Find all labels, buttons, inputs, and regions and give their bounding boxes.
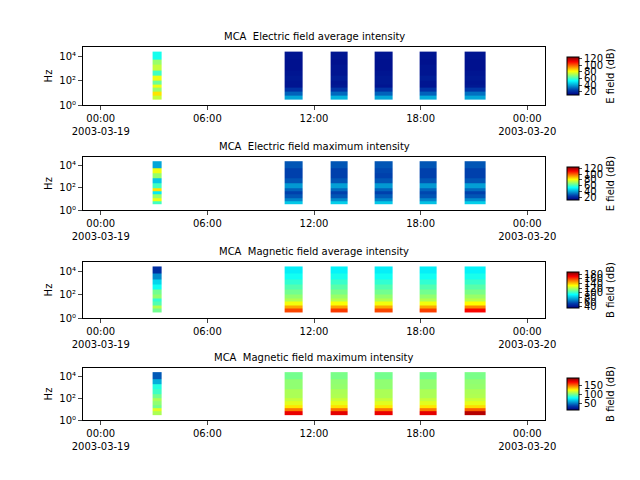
svg-text:00:002003-03-20: 00:002003-03-20 (498, 326, 556, 350)
svg-text:10²: 10² (59, 75, 76, 86)
svg-text:E field (dB): E field (dB) (605, 48, 616, 103)
svg-text:120: 120 (584, 53, 603, 64)
svg-text:18:00: 18:00 (406, 113, 435, 124)
svg-text:60: 60 (584, 180, 597, 191)
svg-text:160: 160 (584, 273, 603, 284)
svg-text:18:00: 18:00 (406, 326, 435, 337)
svg-text:80: 80 (584, 174, 597, 185)
svg-text:120: 120 (584, 283, 603, 294)
svg-text:12:00: 12:00 (300, 218, 329, 229)
svg-text:MCA Electric field maximum in: MCA Electric field maximum intensity (219, 141, 410, 152)
svg-text:Hz: Hz (43, 70, 54, 83)
svg-text:00:002003-03-20: 00:002003-03-20 (498, 218, 556, 242)
svg-text:120: 120 (584, 163, 603, 174)
svg-text:180: 180 (584, 269, 603, 280)
svg-text:12:00: 12:00 (300, 326, 329, 337)
svg-text:140: 140 (584, 278, 603, 289)
svg-text:00:002003-03-19: 00:002003-03-19 (72, 428, 130, 452)
svg-text:MCA Magnetic field average in: MCA Magnetic field average intensity (219, 246, 409, 257)
svg-text:80: 80 (584, 292, 597, 303)
svg-text:00:002003-03-20: 00:002003-03-20 (498, 113, 556, 137)
svg-text:10⁰: 10⁰ (59, 100, 76, 111)
svg-text:10⁰: 10⁰ (59, 313, 76, 324)
svg-text:06:00: 06:00 (193, 218, 222, 229)
svg-text:18:00: 18:00 (406, 218, 435, 229)
svg-text:10⁰: 10⁰ (59, 205, 76, 216)
svg-text:06:00: 06:00 (193, 113, 222, 124)
svg-text:10⁴: 10⁴ (59, 371, 76, 382)
svg-text:100: 100 (584, 60, 603, 71)
svg-text:10²: 10² (59, 289, 76, 300)
svg-text:00:002003-03-19: 00:002003-03-19 (72, 326, 130, 350)
svg-text:06:00: 06:00 (193, 326, 222, 337)
svg-text:100: 100 (584, 169, 603, 180)
svg-text:12:00: 12:00 (300, 428, 329, 439)
svg-text:B field (dB): B field (dB) (605, 262, 616, 318)
svg-text:60: 60 (584, 73, 597, 84)
svg-text:100: 100 (584, 389, 603, 400)
svg-text:Hz: Hz (43, 388, 54, 401)
svg-text:Hz: Hz (43, 177, 54, 190)
svg-text:10⁰: 10⁰ (59, 415, 76, 426)
svg-text:40: 40 (584, 301, 597, 312)
svg-text:100: 100 (584, 287, 603, 298)
svg-text:80: 80 (584, 66, 597, 77)
svg-text:10⁴: 10⁴ (59, 51, 76, 62)
svg-text:10²: 10² (59, 182, 76, 193)
svg-text:50: 50 (584, 398, 597, 409)
svg-text:MCA Magnetic field maximum in: MCA Magnetic field maximum intensity (214, 352, 414, 363)
svg-text:00:002003-03-19: 00:002003-03-19 (72, 218, 130, 242)
svg-text:10⁴: 10⁴ (59, 266, 76, 277)
svg-text:10⁴: 10⁴ (59, 160, 76, 171)
svg-text:Hz: Hz (43, 284, 54, 297)
svg-text:B field (dB): B field (dB) (605, 366, 616, 422)
svg-text:00:002003-03-20: 00:002003-03-20 (498, 428, 556, 452)
svg-text:40: 40 (584, 80, 597, 91)
svg-text:150: 150 (584, 380, 603, 391)
svg-text:06:00: 06:00 (193, 428, 222, 439)
svg-text:60: 60 (584, 297, 597, 308)
svg-text:20: 20 (584, 86, 597, 97)
svg-text:10²: 10² (59, 393, 76, 404)
svg-text:12:00: 12:00 (300, 113, 329, 124)
svg-text:E field (dB): E field (dB) (605, 156, 616, 211)
svg-text:20: 20 (584, 192, 597, 203)
svg-text:18:00: 18:00 (406, 428, 435, 439)
svg-text:00:002003-03-19: 00:002003-03-19 (72, 113, 130, 137)
svg-text:40: 40 (584, 186, 597, 197)
svg-text:MCA Electric field average in: MCA Electric field average intensity (224, 31, 405, 42)
